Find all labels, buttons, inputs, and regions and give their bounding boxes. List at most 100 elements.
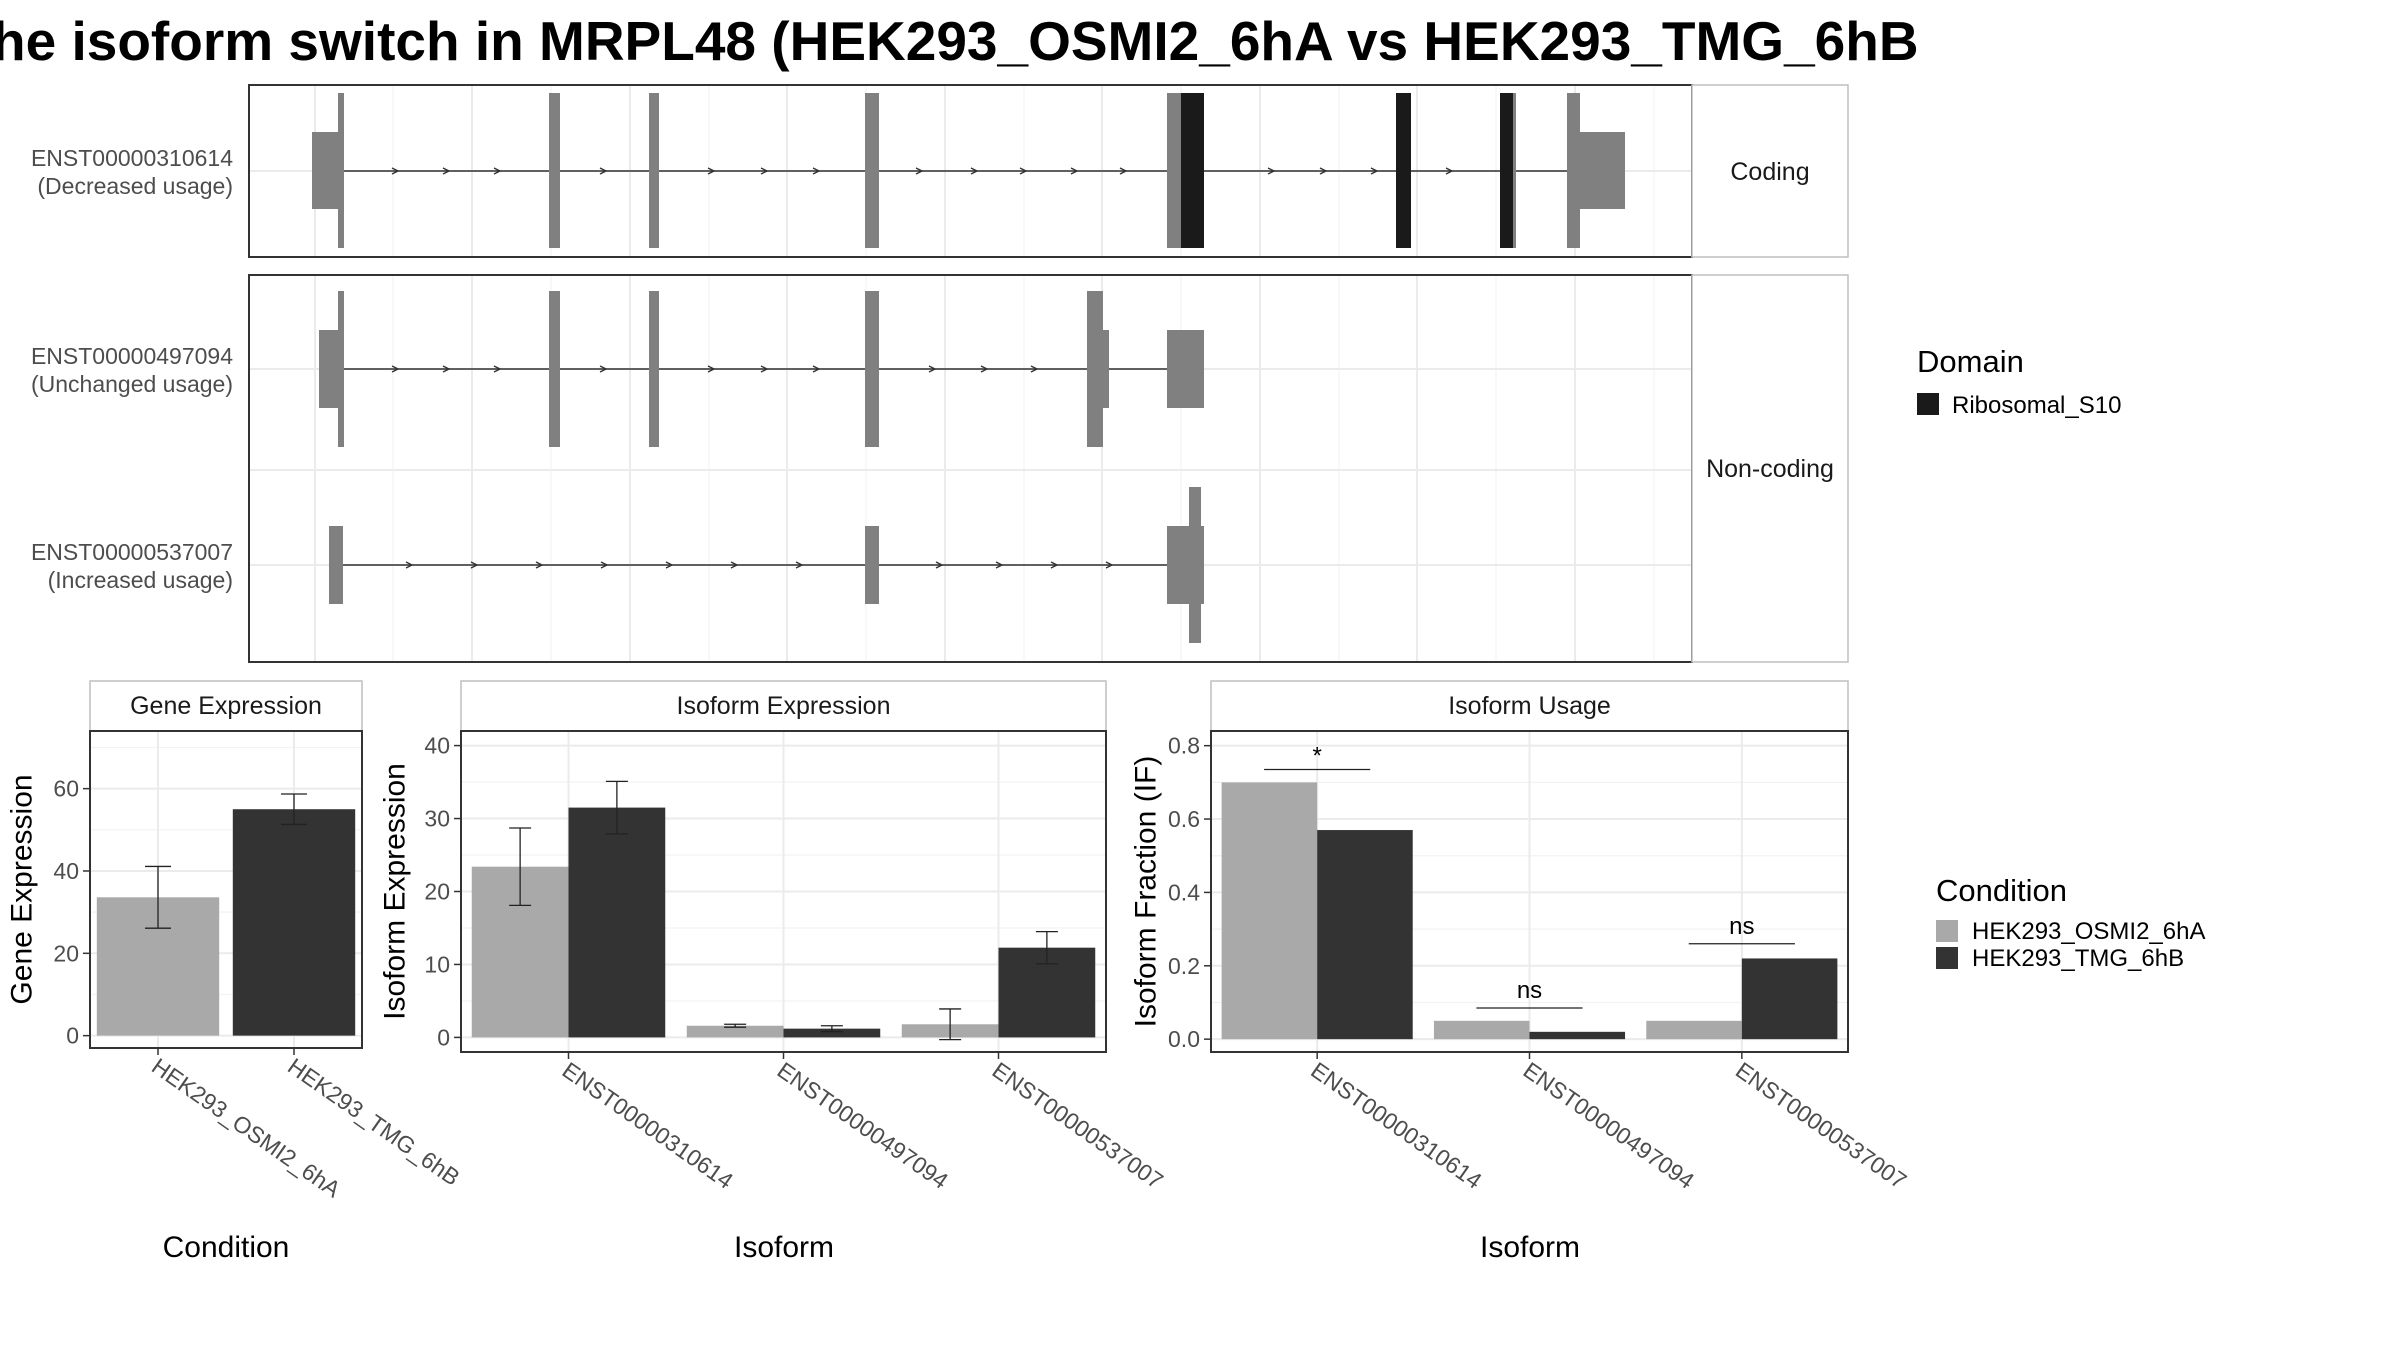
arrowhead [442,365,451,373]
y-tick-label: 20 [424,879,450,905]
y-tick-label: 0.8 [1168,733,1200,759]
exon [649,93,659,248]
arrowhead [707,167,716,175]
ribosomal-s10-domain [1396,93,1411,248]
arrowhead [599,167,608,175]
x-axis-title: Isoform [1480,1231,1580,1264]
arrowhead [1019,167,1028,175]
significance-label: ns [1517,977,1542,1004]
panel-border [89,730,363,1049]
exon [865,526,879,604]
exon [549,291,560,447]
arrowhead [493,167,502,175]
arrowhead [1105,561,1114,569]
bar [1433,1020,1530,1040]
significance-label: * [1312,743,1321,770]
arrowhead [665,561,674,569]
ribosomal-s10-domain [1181,93,1204,248]
exon [338,291,344,447]
arrowhead [1030,365,1039,373]
transcript-id-label: ENST00000537007 [31,539,233,565]
x-tick-label: ENST00000537007 [988,1057,1168,1194]
arrowhead [812,365,821,373]
transcript-model-enst00000537007 [329,487,1204,643]
y-axis-title: Gene Expression [6,774,39,1004]
x-axis-title: Isoform [734,1231,834,1264]
arrowhead [391,365,400,373]
y-tick-label: 10 [424,951,450,977]
x-tick-label: ENST00000310614 [558,1057,739,1194]
arrowhead [391,167,400,175]
y-tick-label: 0.4 [1168,879,1200,905]
exon [1167,93,1181,248]
arrowhead [812,167,821,175]
utr-exon [319,330,339,408]
arrowhead [795,561,804,569]
bar [1646,1020,1742,1040]
x-tick-label: ENST00000310614 [1306,1057,1487,1194]
bar [568,807,666,1038]
exon [329,526,343,604]
arrowhead [493,365,502,373]
exon [1189,487,1201,643]
bar [232,809,356,1036]
utr-exon [1167,330,1204,408]
y-tick-label: 0 [437,1024,450,1050]
arrowhead [1445,167,1454,175]
y-tick-label: 0.2 [1168,953,1200,979]
condition-legend-label-b: HEK293_TMG_6hB [1972,945,2184,972]
arrowhead [980,365,989,373]
arrowhead [470,561,479,569]
utr-exon [1103,330,1109,408]
domain-legend-swatch [1917,393,1939,415]
exon [338,93,344,248]
transcript-id-label: ENST00000310614 [31,145,233,171]
exon [1087,291,1103,447]
y-tick-label: 40 [424,733,450,759]
y-tick-label: 0 [66,1023,79,1049]
coding-facet-strip [1691,84,1849,258]
noncoding-facet-label: Non-coding [1706,455,1834,483]
arrowhead [995,561,1004,569]
exon [1567,93,1580,248]
panel-strip [1210,680,1849,732]
transcript-id-label: ENST00000497094 [31,343,233,369]
arrowhead [535,561,544,569]
panel-title: Isoform Expression [677,692,891,720]
arrowhead [1050,561,1059,569]
bar-panels: Gene Expression0204060HEK293_OSMI2_6hAHE… [6,680,1911,1264]
x-tick-label: ENST00000497094 [1519,1057,1700,1194]
intron-direction-arrows [391,167,1454,175]
arrowhead [1370,167,1379,175]
bar [1317,830,1413,1040]
arrowhead [935,561,944,569]
figure-title: he isoform switch in MRPL48 (HEK293_OSMI… [0,10,1919,72]
arrowhead [442,167,451,175]
bar [686,1025,784,1038]
y-axis-title: Isoform Expression [379,763,412,1020]
transcript-usage-label: (Decreased usage) [37,173,233,199]
exon [649,291,659,447]
y-tick-label: 60 [53,776,79,802]
arrowhead [1319,167,1328,175]
bar [1529,1031,1626,1040]
exon [865,291,879,447]
transcript-usage-label: (Unchanged usage) [31,371,233,397]
panel-strip [89,680,363,732]
arrowhead [1119,167,1128,175]
arrowhead [730,561,739,569]
arrowhead [760,167,769,175]
y-tick-label: 40 [53,858,79,884]
x-tick-label: ENST00000537007 [1731,1057,1911,1194]
y-tick-label: 0.0 [1168,1026,1200,1052]
bar-panel-1: Isoform Expression 0 10 20 30 40 ENST000003106… [379,680,1168,1264]
ribosomal-s10-domain [1500,93,1513,248]
transcript-usage-label: (Increased usage) [48,567,233,593]
coding-facet-label: Coding [1730,158,1809,186]
intron-direction-arrows [391,365,1039,373]
condition-legend: Condition HEK293_OSMI2_6hA HEK293_TMG_6h… [1936,873,2205,972]
transcript-model-enst00000497094 [319,291,1204,447]
noncoding-facet-strip [1691,274,1849,663]
domain-legend-label: Ribosomal_S10 [1952,392,2121,419]
